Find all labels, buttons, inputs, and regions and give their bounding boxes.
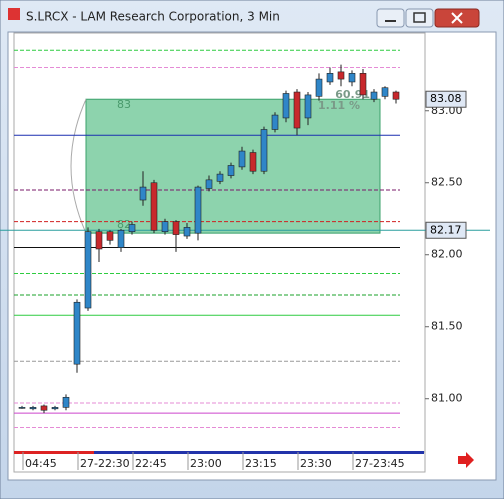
candle-body (238, 150, 246, 168)
session-bar (94, 451, 424, 454)
candle-body (216, 173, 224, 182)
candle-body (117, 229, 125, 248)
y-tick-label: 82.00 (431, 248, 463, 261)
candle-body (271, 114, 279, 130)
candle-body (73, 301, 81, 365)
price-marker (425, 221, 467, 239)
candle-body (249, 152, 257, 172)
candle-body (150, 182, 158, 231)
candle-body (205, 179, 213, 189)
rectangle-top-label: 83 (117, 98, 131, 111)
price-marker-label: 82.17 (430, 223, 462, 236)
x-tick-label: 27-23:45 (355, 457, 405, 470)
candle-body (62, 396, 70, 408)
candle-body (315, 78, 323, 97)
candle-body (183, 227, 191, 237)
candle-body (139, 186, 147, 201)
candle-body (326, 73, 334, 83)
app-icon (8, 8, 20, 20)
candle-body (128, 224, 136, 233)
rectangle-bottom-label: 82 (117, 218, 131, 231)
y-tick-label: 81.50 (431, 320, 463, 333)
candle-body (392, 91, 400, 100)
candle-body (370, 91, 378, 100)
maximize-button[interactable] (405, 8, 434, 28)
candle-body (381, 87, 389, 97)
candle-body (337, 71, 345, 80)
price-marker-label: 83.08 (430, 92, 462, 105)
x-tick-label: 04:45 (25, 457, 57, 470)
candle-body (84, 231, 92, 309)
price-marker (425, 90, 467, 108)
candle-body (359, 73, 367, 96)
candle-body (172, 221, 180, 235)
candle-body (260, 129, 268, 172)
candle-body (18, 407, 26, 409)
x-tick-label: 22:45 (135, 457, 167, 470)
candle-body (106, 231, 114, 241)
candle-body (304, 94, 312, 119)
candle-body (161, 221, 169, 233)
x-tick-label: 23:15 (245, 457, 277, 470)
candle-body (194, 186, 202, 234)
candle-body (348, 73, 356, 83)
candle-body (29, 407, 37, 410)
x-tick-label: 27-22:30 (80, 457, 130, 470)
x-tick-label: 23:00 (190, 457, 222, 470)
y-tick-label: 81.00 (431, 392, 463, 405)
session-bar (14, 451, 94, 454)
candle-body (227, 165, 235, 176)
rectangle-percent: 1.11 % (318, 99, 360, 112)
scroll-arrow[interactable] (458, 452, 474, 468)
x-tick-label: 23:30 (300, 457, 332, 470)
candle-body (282, 93, 290, 119)
candle-body (293, 91, 301, 129)
candle-body (40, 405, 48, 411)
candle-body (95, 231, 103, 250)
window-title: S.LRCX - LAM Research Corporation, 3 Min (26, 10, 280, 24)
rectangle-bracket (70, 99, 87, 234)
minimize-button[interactable] (376, 8, 405, 28)
y-tick-label: 82.50 (431, 176, 463, 189)
candle-body (51, 407, 59, 410)
